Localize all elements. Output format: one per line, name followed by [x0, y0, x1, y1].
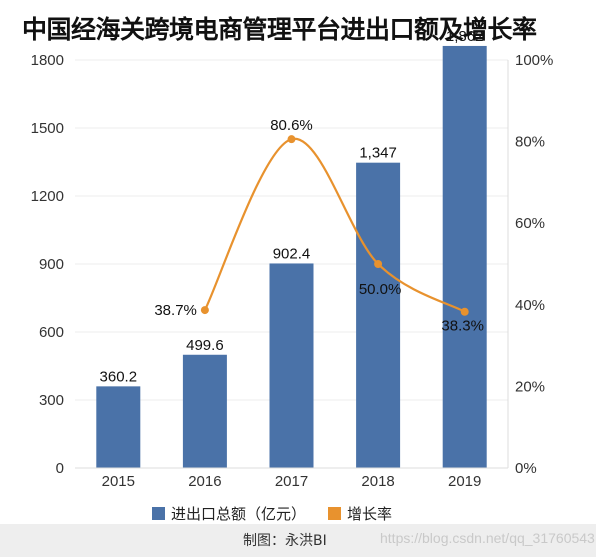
y-right-tick-label: 100% [515, 52, 553, 69]
legend-swatch-bar [152, 506, 165, 520]
y-left-tick-label: 1500 [31, 120, 64, 137]
axes: 0 300 600 900 1200 1500 1800 0% 20% 40% 60% 80% 100%… [31, 52, 554, 490]
y-right-tick-label: 20% [515, 378, 545, 395]
y-left-tick-label: 300 [39, 392, 64, 409]
bar-value-label: 360.2 [100, 368, 138, 385]
y-right-tick-label: 40% [515, 297, 545, 314]
legend-label-bar: 进出口总额（亿元） [171, 504, 307, 523]
y-right-tick-label: 80% [515, 134, 545, 151]
legend-item-bar[interactable]: 进出口总额（亿元） [152, 503, 306, 524]
y-right-tick-label: 60% [515, 215, 545, 232]
y-left-tick-label: 1800 [31, 52, 64, 69]
bar-series [96, 45, 487, 469]
x-tick-label: 2016 [188, 473, 221, 490]
line-point [374, 260, 383, 268]
bar-value-label: 902.4 [273, 245, 311, 262]
y-right-tick-label: 0% [515, 460, 537, 477]
legend: 进出口总额（亿元） 增长率 [152, 503, 392, 523]
bar-value-label: 1,862 [446, 28, 484, 45]
watermark: https://blog.csdn.net/qq_31760543 [380, 530, 595, 546]
footer-bar [0, 524, 596, 557]
line-value-label: 80.6% [270, 117, 313, 134]
legend-swatch-line [328, 506, 342, 520]
line-point [460, 307, 469, 316]
line-value-label: 50.0% [359, 281, 402, 298]
chart-credit: 制图：永洪BI [243, 533, 327, 549]
data-labels: 360.2 499.6 902.4 1,347 1,862 38.7% 80.6% 50.0%… [100, 28, 484, 385]
line-point [200, 306, 209, 315]
line-point [287, 135, 296, 144]
growth-rate-line [203, 138, 466, 313]
bar [182, 354, 227, 468]
bar [96, 386, 141, 468]
y-left-tick-label: 1200 [31, 188, 64, 205]
line-value-label: 38.3% [441, 318, 484, 335]
x-tick-label: 2018 [361, 473, 394, 490]
bar [442, 45, 487, 469]
y-left-tick-label: 0 [56, 460, 64, 477]
bar-value-label: 499.6 [186, 337, 224, 354]
y-left-tick-label: 900 [39, 256, 64, 273]
bar [269, 263, 314, 468]
y-left-tick-label: 600 [39, 324, 64, 341]
line-value-label: 38.7% [154, 302, 197, 319]
legend-label-line: 增长率 [347, 504, 393, 523]
chart-title: 中国经海关跨境电商管理平台进出口额及增长率 [22, 15, 537, 44]
line-series [200, 135, 469, 316]
bar-value-label: 1,347 [359, 145, 397, 162]
x-tick-label: 2017 [275, 473, 308, 490]
bar [356, 162, 401, 468]
legend-item-line[interactable]: 增长率 [328, 503, 392, 524]
x-tick-label: 2015 [102, 473, 135, 490]
x-tick-label: 2019 [448, 473, 481, 490]
